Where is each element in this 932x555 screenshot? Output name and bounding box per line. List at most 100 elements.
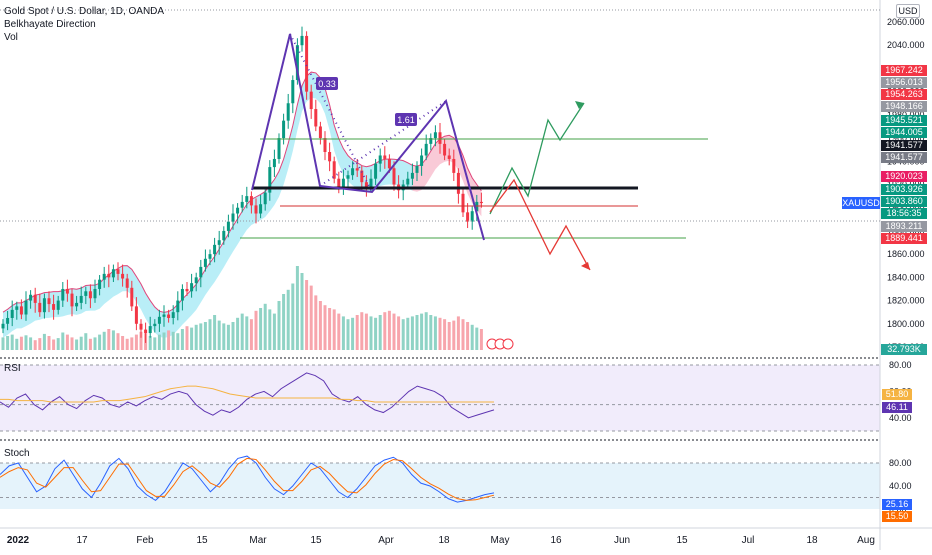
x-tick-label: 16 — [550, 535, 562, 546]
price-tag: 1956.013 — [881, 77, 927, 88]
candle-body — [410, 172, 414, 179]
volume-bar — [102, 331, 106, 350]
candle-body — [383, 155, 387, 159]
volume-bar — [364, 313, 368, 350]
x-tick-label: Jun — [614, 535, 630, 546]
candle-body — [125, 278, 129, 288]
volume-bar — [38, 338, 42, 350]
volume-bar — [282, 294, 286, 350]
volume-bar — [456, 316, 460, 350]
indicator-belkhayate[interactable]: Belkhayate Direction — [4, 19, 96, 30]
candle-body — [157, 316, 161, 324]
volume-bar — [79, 336, 83, 350]
candle-body — [300, 35, 304, 46]
volume-bar — [475, 327, 479, 350]
volume-bar — [153, 337, 157, 350]
candle-body — [452, 158, 456, 173]
volume-bar — [397, 316, 401, 350]
candle-body — [144, 329, 148, 334]
volume-bar — [19, 336, 23, 350]
volume-bar — [10, 334, 14, 350]
candle-body — [134, 306, 138, 324]
x-tick-label: 15 — [676, 535, 688, 546]
y-tick-label: 1980.000 — [887, 110, 925, 120]
candle-body — [268, 167, 272, 193]
candle-body — [277, 138, 281, 159]
volume-bar — [360, 312, 364, 350]
volume-bar — [240, 313, 244, 350]
volume-bar — [424, 312, 428, 350]
volume-bar — [374, 317, 378, 350]
volume-bar — [295, 266, 299, 350]
volume-bar — [447, 322, 451, 350]
candle-body — [42, 298, 46, 313]
volume-bar — [134, 334, 138, 350]
candle-body — [286, 103, 290, 121]
volume-bar — [323, 305, 327, 350]
volume-bar — [171, 331, 175, 350]
x-tick-label: 18 — [438, 535, 450, 546]
y-tick-label: 1860.000 — [887, 249, 925, 259]
candle-body — [443, 143, 447, 156]
volume-bar — [259, 308, 263, 350]
price-tag: 1889.441 — [881, 233, 927, 244]
candle-body — [1, 323, 5, 329]
candle-body — [203, 258, 207, 267]
candle-body — [153, 323, 157, 327]
volume-bar — [351, 317, 355, 350]
candle-body — [475, 201, 479, 212]
volume-bar — [84, 333, 88, 350]
volume-bar — [125, 338, 129, 350]
y-tick-label: 1820.000 — [887, 296, 925, 306]
stoch-k-line — [0, 455, 495, 503]
volume-bar — [337, 313, 341, 350]
volume-bar — [305, 280, 309, 350]
x-tick-label: 15 — [310, 535, 322, 546]
x-tick-label: Apr — [378, 535, 394, 546]
rsi-ma-line — [0, 385, 494, 403]
volume-bar — [42, 333, 46, 350]
rsi-label[interactable]: RSI — [4, 363, 21, 374]
volume-bar — [176, 333, 180, 350]
volume-bar — [194, 324, 198, 350]
volume-bar — [314, 295, 318, 350]
candle-body — [70, 293, 74, 307]
candle-body — [139, 323, 143, 330]
bullish-arrow-head — [575, 101, 584, 109]
volume-bar — [226, 324, 230, 350]
candle-body — [461, 193, 465, 213]
volume-bar — [318, 301, 322, 350]
volume-bar — [341, 316, 345, 350]
indicator-volume[interactable]: Vol — [4, 32, 18, 43]
ratio-line-2 — [319, 100, 447, 187]
price-tag: 1903.926 — [881, 184, 927, 195]
candle-body — [254, 205, 258, 214]
price-tag: 1893.211 — [881, 221, 927, 232]
volume-bar — [88, 338, 92, 350]
volume-bar — [378, 315, 382, 350]
candle-body — [374, 163, 378, 179]
candle-body — [337, 178, 341, 187]
volume-bar — [254, 310, 258, 350]
volume-bar — [401, 319, 405, 350]
candle-body — [424, 143, 428, 156]
candle-body — [24, 300, 28, 315]
currency-button[interactable]: USD — [896, 4, 920, 18]
x-tick-label: Jul — [742, 535, 755, 546]
volume-bar — [15, 338, 19, 350]
symbol-tag: XAUUSD — [842, 197, 880, 209]
candle-body — [65, 288, 69, 294]
y-tick-label: 2060.000 — [887, 17, 925, 27]
candle-body — [226, 221, 230, 231]
rsi-pane-band — [0, 365, 880, 431]
candle-body — [33, 294, 37, 303]
candle-body — [282, 120, 286, 139]
ratio-badge-1 — [316, 77, 338, 90]
stoch-label[interactable]: Stoch — [4, 448, 30, 459]
candle-body — [107, 273, 111, 278]
volume-bar — [199, 323, 203, 350]
volume-bar — [180, 329, 184, 350]
stoch-pane-band — [0, 463, 880, 509]
volume-bar — [213, 315, 217, 350]
